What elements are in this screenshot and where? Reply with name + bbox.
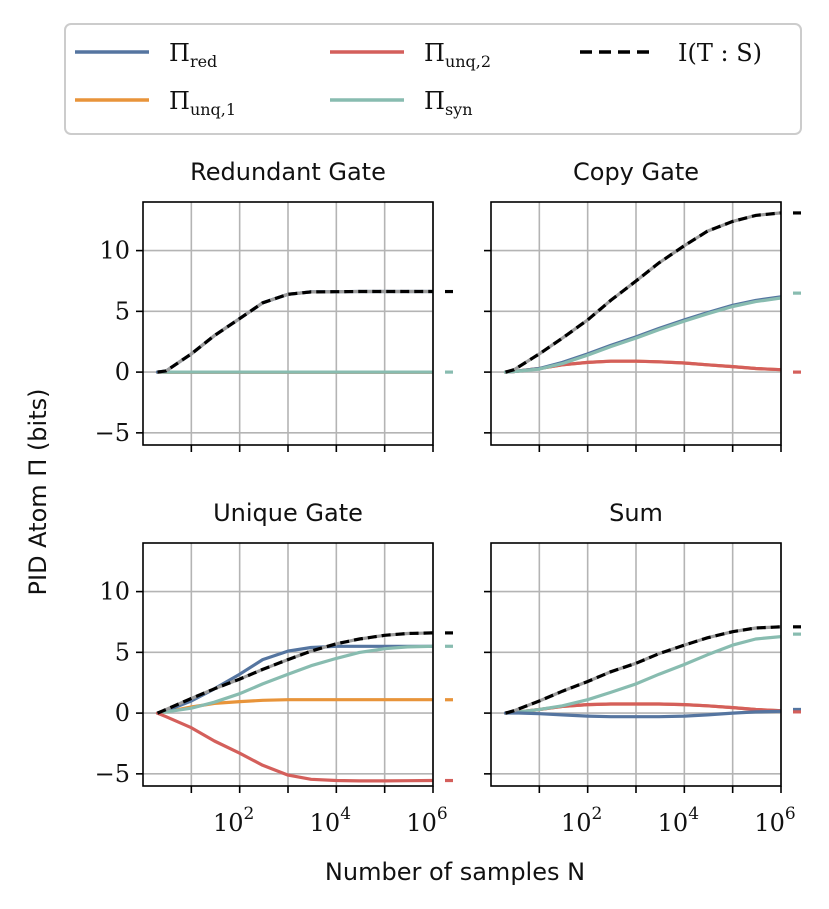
legend-item-mi: I(T : S) (580, 39, 762, 67)
series-line-red (155, 644, 433, 715)
series-line-mi-shadow (157, 289, 433, 374)
series-line-mi (157, 289, 433, 374)
x-tick-label: 102 (561, 804, 602, 837)
legend-frame (64, 23, 802, 135)
legend-label-unq1: Πunq,1 (169, 87, 236, 119)
x-tick-label: 104 (658, 804, 699, 837)
y-tick-label: −5 (95, 760, 130, 788)
y-tick-label: 0 (115, 699, 130, 727)
legend: Πred Πunq,1 Πunq,2 Πsyn I(T : S) (64, 23, 802, 135)
series-line-syn (155, 644, 433, 715)
series-line-mi (505, 625, 781, 715)
y-tick-label: 5 (115, 638, 130, 666)
panel-title: Unique Gate (213, 499, 363, 527)
y-tick-label: −5 (95, 419, 130, 447)
legend-label-mi: I(T : S) (678, 39, 762, 67)
x-tick-label: 106 (754, 804, 795, 837)
x-tick-label: 104 (310, 804, 351, 837)
panel-redundant-gate: Redundant Gate −5 0 5 10 (95, 158, 453, 452)
panel-unique-gate: Unique Gate −5 0 5 10 102 104 106 (95, 499, 453, 837)
series-line-mi (156, 631, 433, 715)
x-tick-label: 102 (213, 804, 254, 837)
legend-item-unq1: Πunq,1 (75, 87, 236, 119)
panel-title: Copy Gate (573, 158, 699, 186)
x-tick-label: 106 (406, 804, 447, 837)
panel-title: Redundant Gate (190, 158, 386, 186)
series-line-mi-shadow (505, 625, 781, 715)
y-tick-label: 0 (115, 358, 130, 386)
series-line-red (503, 709, 781, 719)
legend-item-red: Πred (75, 39, 217, 71)
panel-sum: Sum 102 104 106 (484, 499, 801, 837)
series-line-mi (505, 211, 781, 374)
legend-label-red: Πred (169, 39, 217, 71)
y-tick-label: 5 (115, 297, 130, 325)
series-line-syn (503, 634, 781, 715)
series-group (155, 631, 433, 783)
legend-label-unq2: Πunq,2 (424, 39, 491, 71)
panel-title: Sum (609, 499, 663, 527)
series-line-unq2 (155, 711, 433, 783)
legend-item-syn: Πsyn (330, 87, 473, 119)
series-group (503, 625, 781, 719)
x-axis-label: Number of samples N (325, 858, 585, 886)
y-axis-label: PID Atom Π (bits) (24, 389, 52, 596)
series-line-red (155, 289, 433, 374)
legend-item-unq2: Πunq,2 (330, 39, 491, 71)
series-line-syn (503, 296, 781, 374)
y-tick-label: 10 (99, 237, 130, 265)
y-tick-label: 10 (99, 578, 130, 606)
series-group (503, 211, 781, 374)
legend-label-syn: Πsyn (424, 87, 473, 119)
series-group (155, 289, 433, 374)
panel-copy-gate: Copy Gate (484, 158, 801, 452)
